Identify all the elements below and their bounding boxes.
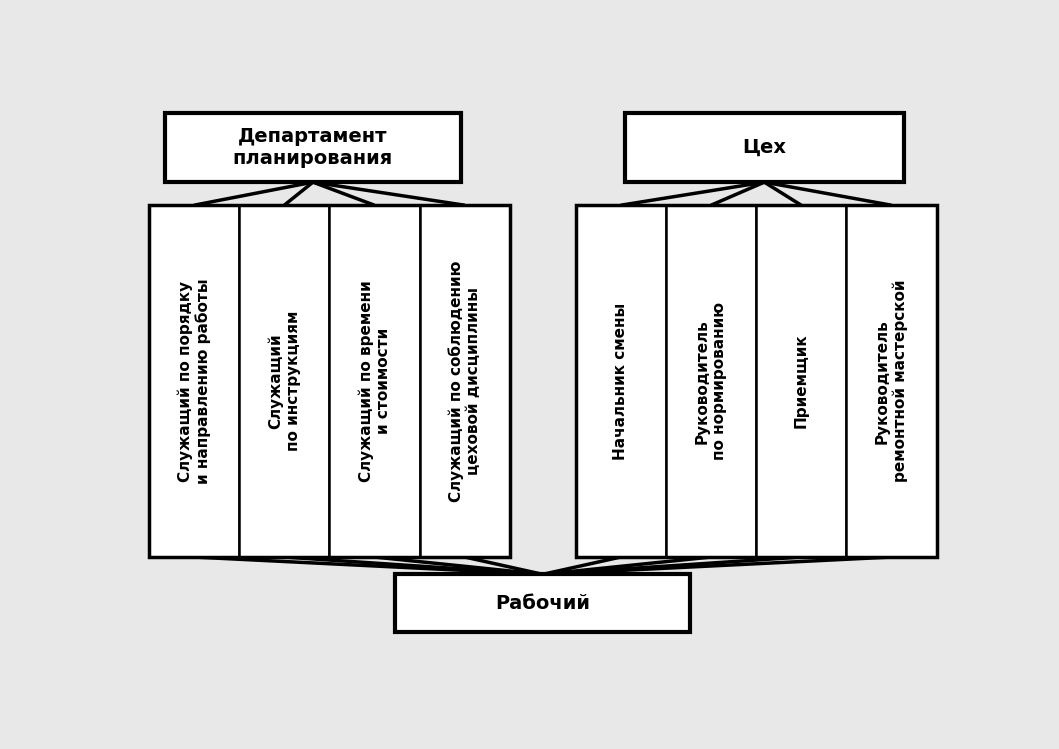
Text: Руководитель
по нормированию: Руководитель по нормированию — [695, 302, 728, 460]
Bar — [846, 205, 937, 557]
Text: Цех: Цех — [742, 138, 787, 157]
Bar — [329, 205, 419, 557]
Text: Начальник смены: Начальник смены — [613, 303, 628, 460]
Text: Служащий по порядку
и направлению работы: Служащий по порядку и направлению работы — [177, 279, 211, 484]
Text: Служащий по времени
и стоимости: Служащий по времени и стоимости — [358, 280, 391, 482]
Bar — [419, 205, 510, 557]
Bar — [395, 574, 690, 632]
Bar — [419, 205, 510, 557]
Bar — [148, 205, 510, 557]
Bar — [148, 205, 239, 557]
Bar — [625, 113, 903, 182]
Text: Служащий
по инструкциям: Служащий по инструкциям — [268, 311, 301, 452]
Bar — [756, 205, 846, 557]
Bar — [239, 205, 329, 557]
Bar — [576, 205, 666, 557]
Text: Руководитель
ремонтной мастерской: Руководитель ремонтной мастерской — [875, 280, 908, 482]
Bar — [666, 205, 756, 557]
Text: Приемщик: Приемщик — [794, 334, 809, 428]
Bar — [329, 205, 419, 557]
Text: Служащий по соблюдению
цеховой дисциплины: Служащий по соблюдению цеховой дисциплин… — [448, 261, 482, 502]
Bar — [576, 205, 666, 557]
Bar — [165, 113, 461, 182]
Bar — [756, 205, 846, 557]
Text: Рабочий: Рабочий — [496, 594, 590, 613]
Bar — [846, 205, 937, 557]
Bar — [239, 205, 329, 557]
Bar — [666, 205, 756, 557]
Bar — [148, 205, 239, 557]
Bar — [576, 205, 937, 557]
Text: Департамент
планирования: Департамент планирования — [233, 127, 393, 168]
Bar — [395, 574, 690, 632]
